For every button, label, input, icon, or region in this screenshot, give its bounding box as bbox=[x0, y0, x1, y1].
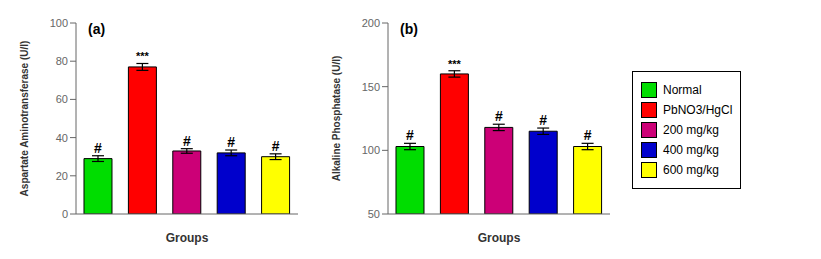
svg-text:#: # bbox=[183, 132, 191, 148]
svg-text:#: # bbox=[94, 139, 102, 155]
html-text:400 mg/kg: 400 mg/kg bbox=[663, 142, 719, 157]
html-text:PbNO3/HgCl: PbNO3/HgCl bbox=[663, 102, 733, 117]
svg-text:***: *** bbox=[448, 57, 462, 69]
svg-text:#: # bbox=[495, 108, 503, 124]
svg-text:0: 0 bbox=[62, 207, 68, 219]
svg-text:#: # bbox=[539, 112, 547, 128]
svg-text:Aspartate Aminotransferase (U/: Aspartate Aminotransferase (U/l) bbox=[19, 40, 30, 196]
svg-text:20: 20 bbox=[56, 169, 68, 181]
svg-text:Groups: Groups bbox=[166, 231, 209, 245]
svg-text:100: 100 bbox=[50, 16, 68, 28]
svg-text:50: 50 bbox=[368, 207, 380, 219]
svg-text:***: *** bbox=[136, 50, 150, 62]
svg-text:Groups: Groups bbox=[478, 231, 521, 245]
svg-text:80: 80 bbox=[56, 55, 68, 67]
svg-text:#: # bbox=[272, 137, 280, 153]
html-text:(a): (a) bbox=[88, 20, 106, 37]
svg-text:200: 200 bbox=[362, 16, 380, 28]
svg-text:100: 100 bbox=[362, 144, 380, 156]
svg-text:#: # bbox=[227, 134, 235, 150]
svg-text:150: 150 bbox=[362, 80, 380, 92]
html-text:Normal: Normal bbox=[663, 82, 702, 97]
html-text:200 mg/kg: 200 mg/kg bbox=[663, 122, 719, 137]
svg-text:#: # bbox=[584, 127, 592, 143]
svg-text:40: 40 bbox=[56, 131, 68, 143]
html-text:600 mg/kg: 600 mg/kg bbox=[663, 162, 719, 177]
svg-text:Alkaline Phosphatase (U/l): Alkaline Phosphatase (U/l) bbox=[331, 55, 342, 181]
html-text:(b): (b) bbox=[400, 20, 418, 37]
svg-text:#: # bbox=[406, 127, 414, 143]
svg-text:60: 60 bbox=[56, 93, 68, 105]
